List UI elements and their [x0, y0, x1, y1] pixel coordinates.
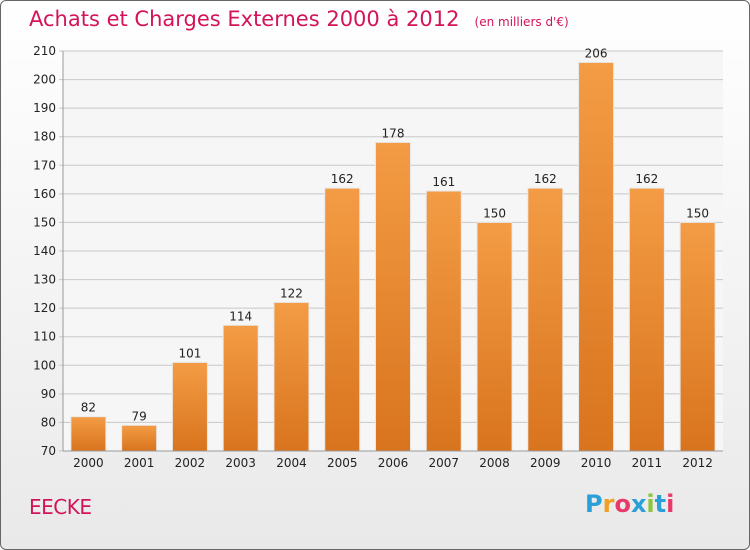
- bar-layer: 82 79 101 114 122 162 178 161 150 162 206 162 150: [70, 46, 716, 452]
- value-label-2002: 101: [178, 346, 201, 360]
- x-tick-label-2001: 2001: [124, 456, 155, 470]
- value-label-2011: 162: [635, 172, 658, 186]
- x-tick-label-2009: 2009: [530, 456, 561, 470]
- logo-letter: x: [630, 490, 647, 518]
- x-tick-label-2010: 2010: [581, 456, 612, 470]
- bar-2012: [679, 221, 716, 452]
- y-tick-label: 160: [33, 187, 56, 201]
- bar-2009: [527, 187, 564, 452]
- y-tick-label: 100: [33, 358, 56, 372]
- logo-letter: o: [614, 490, 631, 518]
- y-tick-label: 70: [41, 444, 56, 458]
- bar-2004: [273, 301, 310, 452]
- bar-2007: [425, 190, 462, 452]
- town-label: EECKE: [29, 495, 92, 519]
- x-tick-label-2000: 2000: [73, 456, 104, 470]
- bar-2005: [324, 187, 361, 452]
- y-tick-label: 210: [33, 44, 56, 58]
- chart-subtitle: (en milliers d'€): [474, 15, 569, 29]
- y-tick-label: 200: [33, 73, 56, 87]
- value-label-2000: 82: [81, 401, 96, 415]
- y-tick-label: 80: [41, 415, 56, 429]
- value-label-2003: 114: [229, 309, 252, 323]
- x-tick-label-2008: 2008: [479, 456, 510, 470]
- logo-letter: P: [585, 490, 603, 518]
- value-label-2010: 206: [585, 46, 608, 60]
- proxiti-logo: Proxiti: [585, 490, 674, 518]
- value-label-2012: 150: [686, 206, 709, 220]
- logo-letter: i: [666, 490, 675, 518]
- y-tick-label: 120: [33, 301, 56, 315]
- x-tick-label-2003: 2003: [225, 456, 256, 470]
- axis-layer: 7080901001101201301401501601701801902002…: [33, 44, 723, 470]
- y-tick-label: 130: [33, 273, 56, 287]
- x-tick-label-2012: 2012: [682, 456, 713, 470]
- logo-letter: r: [602, 490, 615, 518]
- x-tick-label-2005: 2005: [327, 456, 358, 470]
- chart-title: Achats et Charges Externes 2000 à 2012: [29, 7, 460, 31]
- logo-letter: i: [646, 490, 655, 518]
- logo-letter: t: [654, 490, 667, 518]
- x-tick-label-2002: 2002: [175, 456, 206, 470]
- y-tick-label: 90: [41, 387, 56, 401]
- bar-2011: [628, 187, 665, 452]
- value-label-2006: 178: [382, 126, 405, 140]
- value-label-2001: 79: [132, 409, 147, 423]
- y-tick-label: 170: [33, 158, 56, 172]
- y-tick-label: 190: [33, 101, 56, 115]
- value-label-2004: 122: [280, 286, 303, 300]
- bar-2010: [578, 61, 615, 452]
- y-tick-label: 180: [33, 130, 56, 144]
- bar-2003: [222, 324, 259, 452]
- bar-2008: [476, 221, 513, 452]
- x-tick-label-2004: 2004: [276, 456, 307, 470]
- y-tick-label: 140: [33, 244, 56, 258]
- value-label-2009: 162: [534, 172, 557, 186]
- bar-2006: [374, 141, 412, 452]
- bar-2001: [121, 424, 158, 452]
- title-block: Achats et Charges Externes 2000 à 2012 (…: [29, 7, 569, 31]
- x-tick-label-2007: 2007: [428, 456, 459, 470]
- value-label-2008: 150: [483, 206, 506, 220]
- y-tick-label: 150: [33, 215, 56, 229]
- bar-2002: [171, 361, 208, 452]
- x-tick-label-2011: 2011: [632, 456, 663, 470]
- y-tick-label: 110: [33, 330, 56, 344]
- value-label-2007: 161: [432, 175, 455, 189]
- x-tick-label-2006: 2006: [378, 456, 409, 470]
- value-label-2005: 162: [331, 172, 354, 186]
- bar-2000: [70, 416, 107, 452]
